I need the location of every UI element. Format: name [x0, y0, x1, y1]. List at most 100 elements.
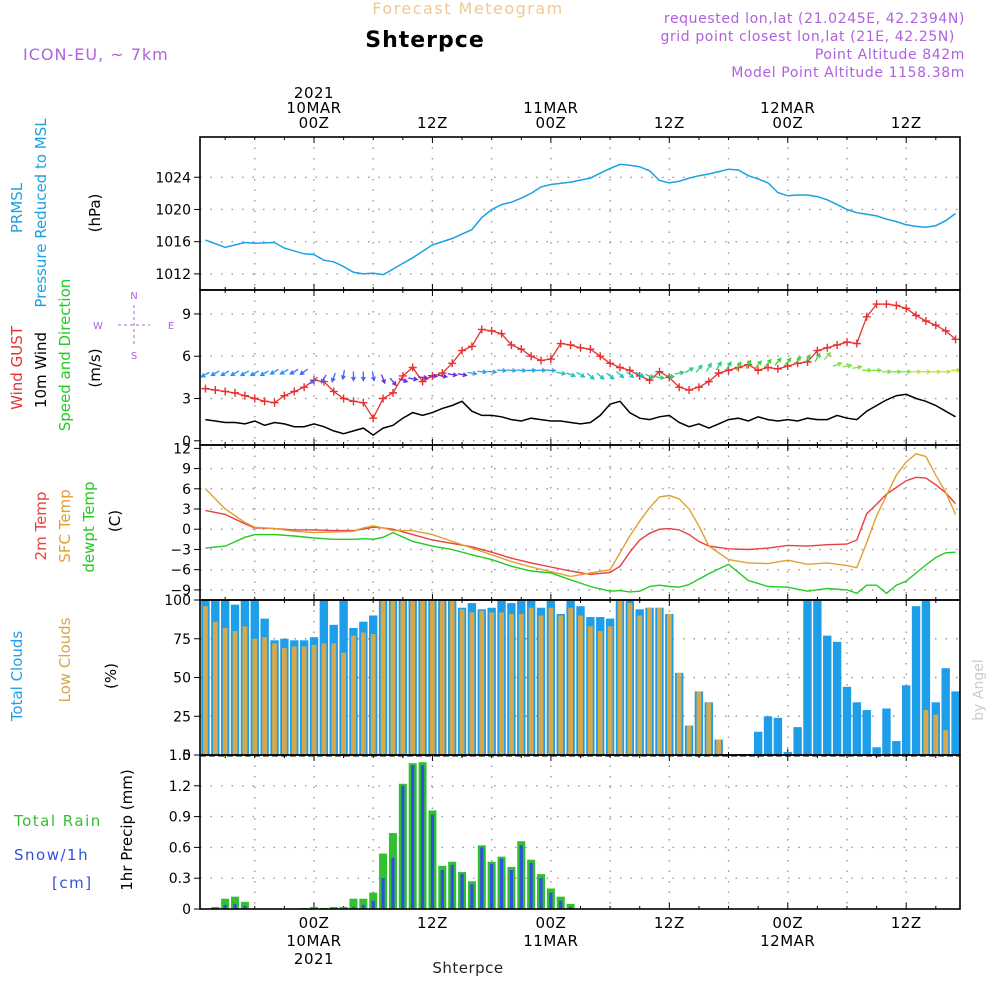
- total-cloud-bar: [783, 751, 792, 755]
- wind-direction-arrow: [370, 371, 376, 382]
- wind-direction-arrow: [556, 370, 567, 376]
- low-cloud-bar: [627, 603, 633, 755]
- low-cloud-bar: [252, 638, 258, 755]
- rain-bar: [240, 901, 249, 909]
- bottom-time-label: 12Z: [891, 914, 922, 932]
- gust-marker: [487, 326, 496, 335]
- total-cloud-bar: [832, 641, 842, 755]
- low-cloud-bar: [499, 612, 504, 755]
- wind-direction-arrow: [754, 360, 762, 369]
- gust-marker: [398, 371, 407, 380]
- snow-bar: [420, 765, 425, 909]
- wind-direction-arrow: [881, 369, 893, 375]
- y-tick-label: −9: [170, 583, 191, 599]
- bottom-time-label: 2021: [294, 950, 334, 968]
- low-cloud-bar: [410, 600, 416, 755]
- wind-direction-arrow: [911, 369, 922, 375]
- y-tick-label: 100: [164, 593, 191, 609]
- chart-panels: 10121016102010240369−9−6−303691202550751…: [8, 84, 962, 968]
- wind-direction-arrow: [320, 374, 327, 384]
- rain-bar: [310, 906, 318, 909]
- total-cloud-bar: [872, 747, 881, 755]
- low-cloud-bar: [370, 634, 376, 755]
- top-time-label: 12Z: [417, 114, 448, 132]
- gust-marker: [369, 414, 378, 423]
- wind-direction-arrow: [862, 367, 873, 373]
- low-cloud-bar: [242, 626, 248, 755]
- gust-marker: [379, 394, 388, 403]
- snow-bar: [243, 905, 247, 909]
- wind-direction-arrow: [852, 364, 863, 370]
- wind-direction-arrow: [477, 369, 488, 375]
- gust-marker: [783, 362, 792, 371]
- y-tick-label: 1.5: [169, 748, 191, 764]
- gust-marker: [655, 367, 664, 376]
- low-cloud-bar: [578, 615, 583, 755]
- temp2m-axis-label: 2m Temp: [32, 492, 50, 561]
- gust-marker: [388, 388, 397, 397]
- bottom-time-label: 00Z: [772, 914, 803, 932]
- low-cloud-bar: [272, 643, 277, 755]
- panel-frame: [199, 289, 961, 446]
- snow-bar: [430, 814, 435, 909]
- wind-direction-arrow: [289, 368, 299, 375]
- pressure-unit-label: (hPa): [86, 194, 104, 233]
- wind-direction-arrow: [408, 376, 419, 382]
- wind-direction-arrow: [872, 367, 883, 373]
- gust-marker: [280, 391, 289, 400]
- gust-marker: [704, 377, 713, 386]
- wind-direction-arrow: [901, 369, 913, 375]
- wind-direction-arrow: [330, 372, 336, 383]
- low-cloud-bar: [686, 725, 692, 755]
- wind-direction-arrow: [625, 371, 635, 379]
- bottom-time-label: 00Z: [535, 914, 566, 932]
- low-cloud-bar: [420, 600, 425, 755]
- low-cloud-bar: [430, 600, 435, 755]
- gust-marker: [448, 359, 457, 368]
- wind-direction-arrow: [745, 359, 752, 369]
- gust-marker: [931, 321, 940, 330]
- gust-marker: [823, 343, 832, 352]
- total-cloud-bar: [753, 731, 763, 755]
- wind-direction-arrow: [427, 373, 439, 379]
- total-cloud-bar: [941, 668, 950, 755]
- wind-direction-arrow: [309, 376, 318, 384]
- snow-bar: [223, 904, 227, 909]
- top-time-label: 00Z: [772, 114, 803, 132]
- precip-axis-label: 1hr Precip (mm): [118, 769, 136, 890]
- gust-marker: [892, 301, 901, 310]
- y-tick-label: 1012: [155, 267, 191, 283]
- wind-direction-arrow: [467, 370, 478, 376]
- y-tick-label: 1.2: [169, 779, 191, 795]
- y-tick-label: 1024: [155, 170, 191, 186]
- prmsl-axis-label: PRMSL: [8, 182, 26, 233]
- gust-marker: [240, 391, 249, 400]
- rain-bar: [369, 892, 378, 909]
- rain-bar: [221, 898, 230, 909]
- top-time-label: 2021: [294, 84, 334, 102]
- rain-bar: [349, 898, 358, 909]
- wind-speed-direction-label: Speed and Direction: [56, 279, 74, 432]
- low-cloud-bar: [943, 730, 949, 755]
- low-cloud-bar: [528, 607, 534, 755]
- gust-marker: [941, 326, 950, 335]
- wind-direction-arrow: [941, 369, 952, 375]
- total-cloud-bar: [803, 600, 812, 755]
- wind-direction-arrow: [447, 372, 458, 378]
- low-cloud-bar: [657, 607, 662, 755]
- low-cloud-bar: [696, 691, 702, 755]
- wind-direction-arrow: [606, 372, 615, 380]
- low-cloud-bar: [933, 714, 939, 755]
- total-cloud-bar: [892, 741, 901, 755]
- snow-bar: [460, 874, 464, 909]
- wind-direction-arrow: [774, 357, 782, 366]
- gust-marker: [467, 342, 476, 351]
- snow-bar: [499, 858, 504, 909]
- gust-marker: [458, 346, 467, 355]
- gust-marker: [221, 387, 230, 396]
- wind-direction-arrow: [516, 367, 528, 373]
- snow-bar: [381, 878, 385, 909]
- wind-direction-arrow: [566, 372, 577, 378]
- low-cloud-bar: [489, 612, 495, 755]
- y-tick-label: 9: [182, 307, 191, 323]
